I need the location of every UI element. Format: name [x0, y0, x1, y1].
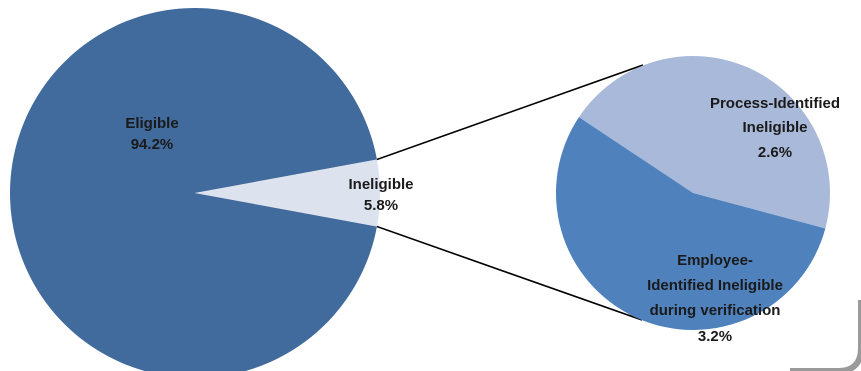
data-label-ineligible-name: Ineligible [348, 176, 413, 193]
data-label-process-identified-line2: Ineligible [742, 119, 807, 136]
connector-line-bottom [376, 225, 643, 321]
data-label-employee-identified-line1: Employee- [677, 252, 753, 269]
data-label-employee-identified-line2: Identified Ineligible [647, 277, 783, 294]
data-label-process-identified-value: 2.6% [758, 144, 792, 161]
data-label-employee-identified-line3: during verification [650, 302, 781, 319]
data-label-eligible-value: 94.2% [131, 136, 174, 153]
frame-corner [790, 300, 861, 371]
pie-slice-process-identified-ineligible [578, 56, 830, 229]
pie-slice-ineligible [195, 159, 381, 227]
data-label-ineligible-value: 5.8% [364, 197, 398, 214]
pie-slice-eligible [10, 8, 377, 371]
data-label-eligible-name: Eligible [125, 115, 178, 132]
pie-slice-employee-identified-ineligible [555, 117, 826, 331]
data-label-process-identified-line1: Process-Identified [710, 95, 840, 112]
data-label-employee-identified-value: 3.2% [698, 328, 732, 345]
connector-line-top [376, 64, 644, 161]
